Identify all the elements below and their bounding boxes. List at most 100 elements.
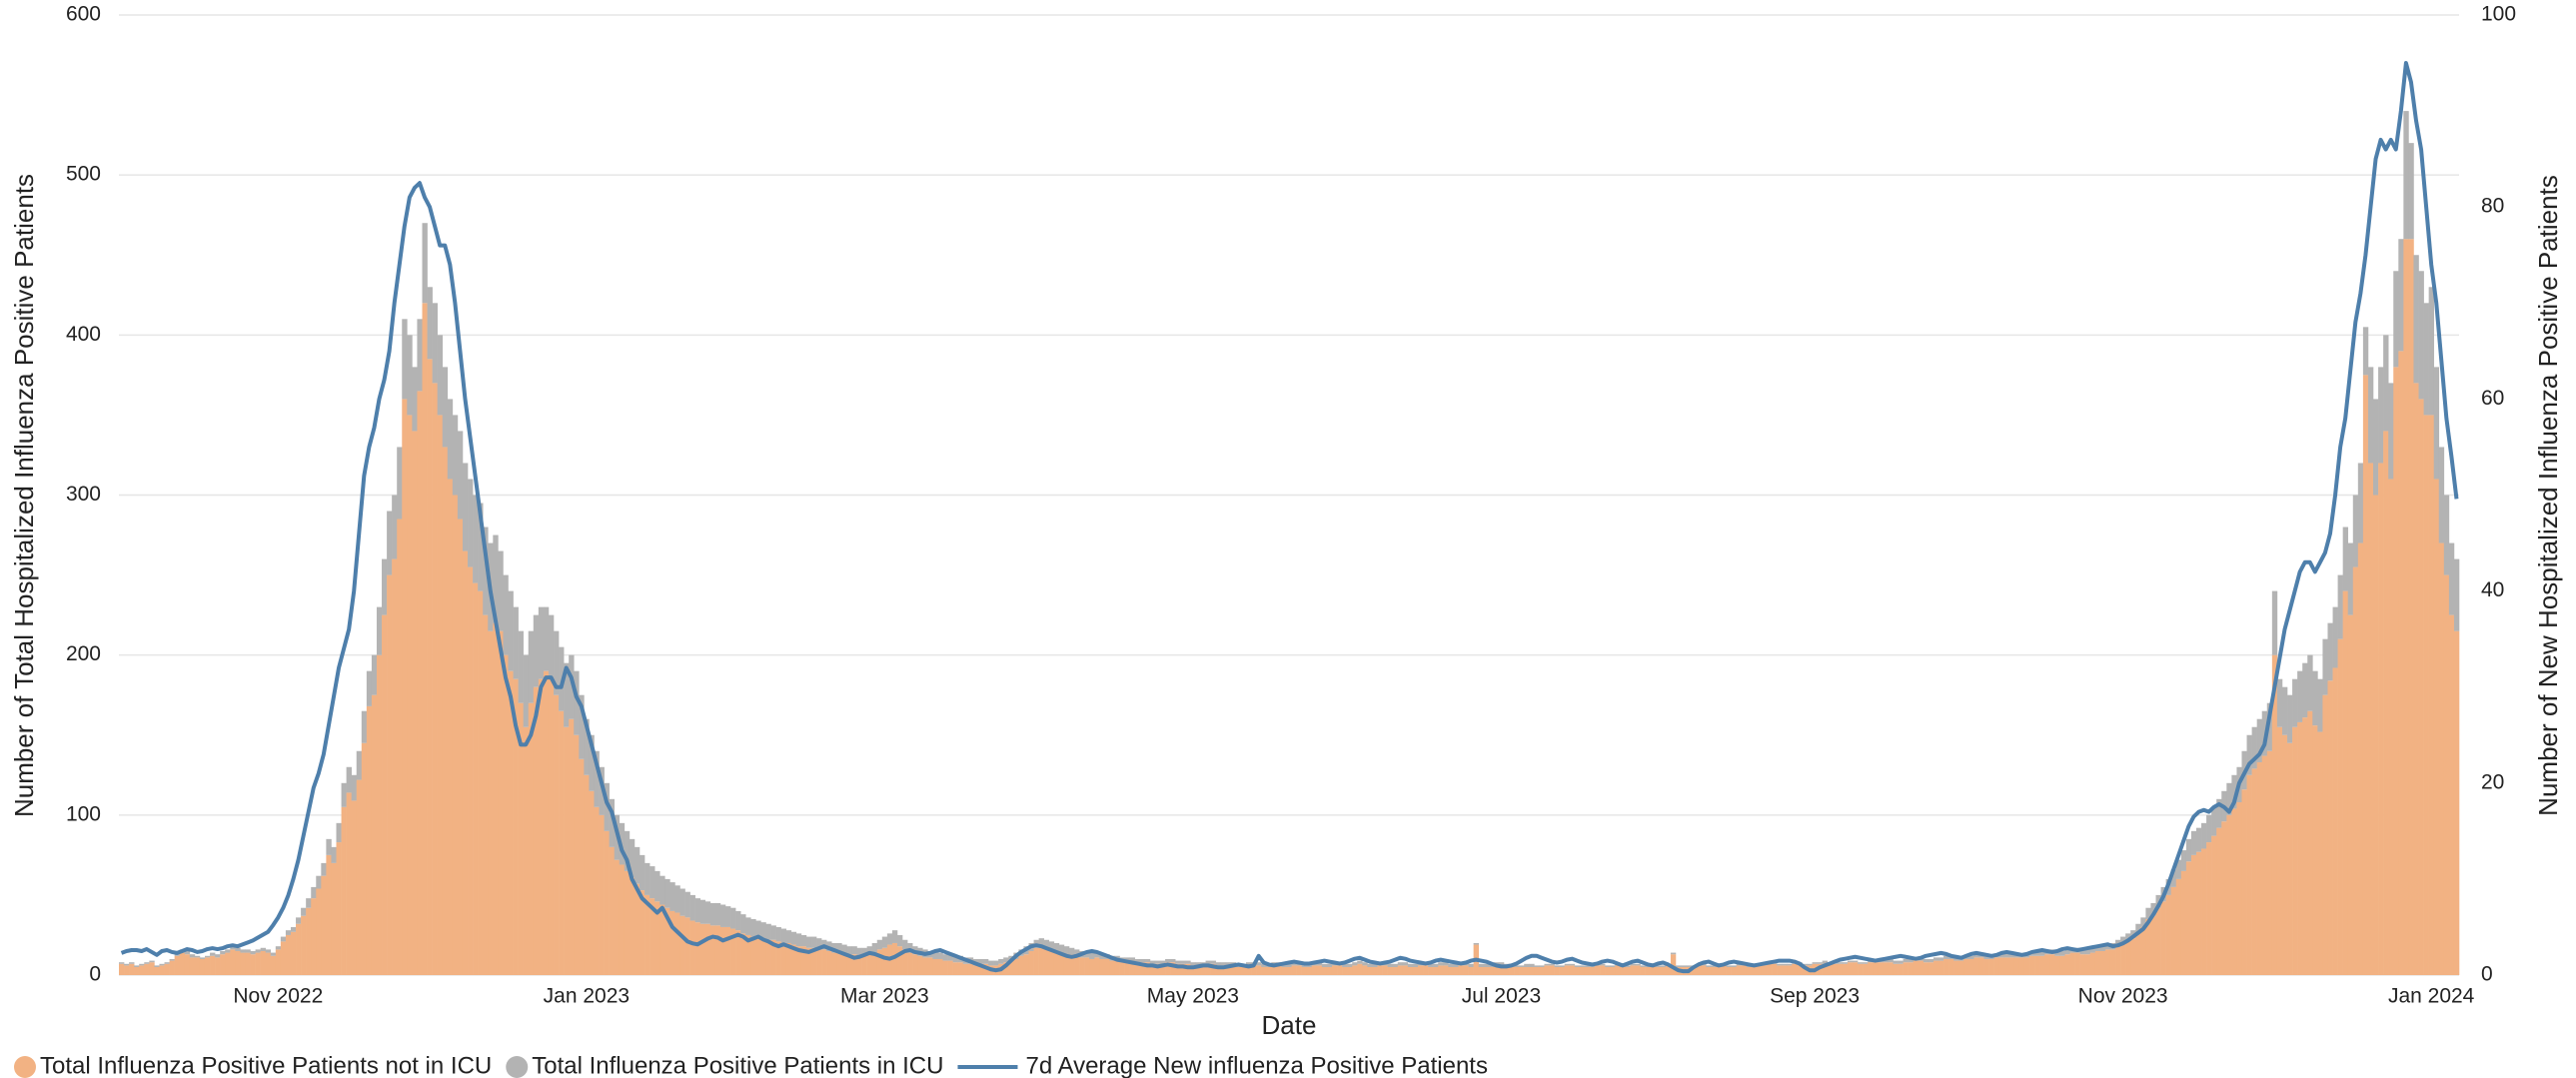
bar: [387, 511, 393, 575]
bar: [564, 662, 570, 727]
bar: [1832, 963, 1839, 975]
bar: [412, 431, 418, 975]
bar: [1539, 966, 1545, 975]
bar: [2211, 835, 2217, 975]
bar: [1316, 962, 1323, 966]
bar: [2160, 901, 2166, 975]
bar: [993, 960, 999, 966]
bar: [684, 891, 690, 918]
bar: [1028, 950, 1034, 975]
bar: [1610, 966, 1616, 975]
bar: [1438, 965, 1444, 975]
bar: [1998, 954, 2005, 958]
bar: [1943, 958, 1949, 975]
bar: [851, 954, 857, 975]
bar: [709, 902, 716, 926]
bar: [119, 962, 125, 964]
bar: [285, 930, 292, 935]
bar: [432, 303, 438, 384]
bar: [795, 946, 802, 975]
bar: [2433, 367, 2440, 480]
bar: [1286, 966, 1292, 975]
bar: [1342, 966, 1348, 975]
bar: [745, 917, 751, 935]
bar: [2352, 495, 2359, 567]
bar: [498, 550, 504, 631]
bar: [1079, 957, 1085, 975]
bar: [1220, 965, 1227, 975]
x-tick-label: Jul 2023: [1462, 985, 1541, 1008]
bar: [629, 838, 636, 878]
bar: [1013, 958, 1019, 975]
bar: [538, 678, 545, 975]
bar: [473, 582, 479, 975]
bar: [785, 930, 792, 943]
bar: [336, 822, 342, 843]
bar: [1281, 966, 1287, 975]
bar: [790, 931, 797, 945]
bar: [1058, 944, 1065, 953]
bar: [896, 934, 903, 947]
bar: [1321, 966, 1328, 975]
bar: [1165, 962, 1171, 975]
bar: [468, 479, 474, 567]
bar: [139, 963, 145, 966]
bar: [442, 367, 449, 448]
bar: [543, 670, 550, 975]
bar: [569, 654, 575, 719]
bar: [437, 335, 444, 416]
bar: [714, 902, 721, 926]
bar: [1068, 954, 1075, 975]
bar: [356, 750, 363, 780]
bar: [2099, 950, 2106, 975]
bar: [2039, 955, 2045, 975]
bar: [1478, 963, 1485, 967]
bar: [1953, 960, 1959, 975]
bar: [1777, 963, 1783, 966]
bar: [199, 958, 206, 975]
bar: [1509, 966, 1515, 975]
bar: [1853, 960, 1859, 963]
bar: [2438, 447, 2445, 543]
bar: [548, 678, 555, 975]
bar: [336, 842, 342, 975]
bar: [816, 949, 822, 975]
bar: [321, 862, 327, 876]
bar: [1564, 963, 1571, 966]
bar: [2317, 678, 2323, 732]
bar: [1473, 942, 1479, 945]
bar: [816, 938, 822, 950]
bar: [2211, 806, 2217, 836]
bar: [402, 319, 408, 400]
bar: [947, 954, 953, 961]
bar: [589, 790, 595, 975]
bar: [1883, 962, 1889, 975]
bar: [1888, 958, 1894, 963]
bar: [2221, 821, 2227, 975]
bar: [513, 678, 519, 975]
bar: [1311, 965, 1318, 975]
bar: [1519, 965, 1525, 967]
bar: [1554, 965, 1560, 967]
bar: [2332, 606, 2338, 668]
bar: [1175, 960, 1181, 964]
bar: [2069, 952, 2075, 975]
bar: [1731, 966, 1737, 975]
bar: [1822, 960, 1829, 964]
bar: [1367, 963, 1373, 967]
bar: [523, 726, 530, 975]
bar: [579, 694, 585, 759]
bar: [2034, 950, 2040, 956]
bar: [2428, 415, 2435, 976]
bar: [124, 965, 130, 975]
bar: [881, 936, 888, 948]
bar: [1534, 966, 1540, 975]
bar: [2175, 878, 2182, 975]
bar: [1205, 963, 1211, 975]
bar: [199, 957, 206, 959]
bar: [2281, 686, 2288, 735]
bar: [1220, 962, 1227, 966]
bar: [1605, 965, 1611, 967]
bar: [1448, 963, 1454, 967]
